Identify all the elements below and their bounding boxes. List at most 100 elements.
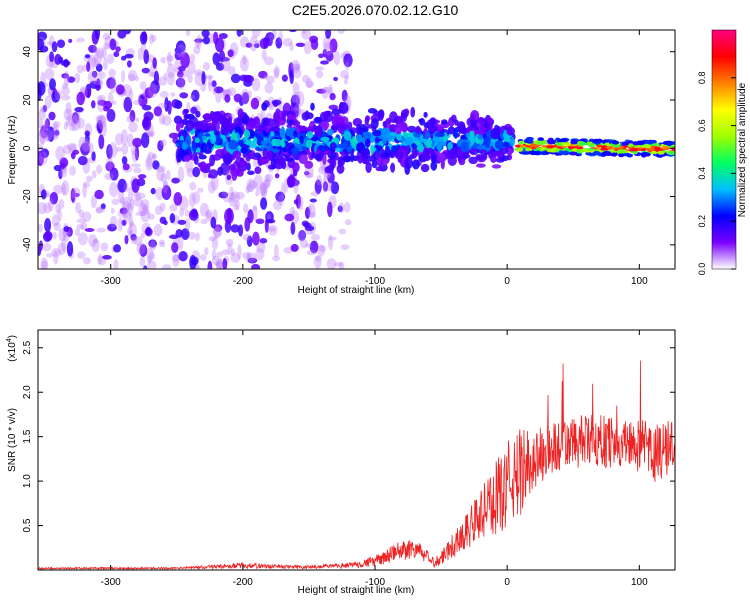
heatmap-cell xyxy=(110,207,115,214)
heatmap-cell xyxy=(135,191,141,201)
heatmap-cell xyxy=(242,233,251,241)
heatmap-cell xyxy=(325,30,332,39)
heatmap-cell xyxy=(49,51,55,63)
heatmap-cell xyxy=(159,216,167,224)
heatmap-cell xyxy=(216,260,223,269)
heatmap-cell xyxy=(130,233,137,241)
heatmap-cell xyxy=(344,219,352,226)
heatmap-cell xyxy=(323,149,332,155)
heatmap-cell xyxy=(166,63,176,79)
heatmap-cell xyxy=(94,30,101,40)
heatmap-cell xyxy=(328,83,333,96)
heatmap-cell xyxy=(315,66,325,71)
heatmap-cell xyxy=(191,89,200,102)
heatmap-cell xyxy=(213,86,224,94)
heatmap-cell xyxy=(178,234,184,251)
heatmap-cell xyxy=(291,120,301,126)
heatmap-cell xyxy=(53,221,61,231)
heatmap-cell xyxy=(115,84,125,95)
heatmap-cell xyxy=(338,228,347,235)
heatmap-cell xyxy=(97,122,103,135)
heatmap-cell xyxy=(242,252,251,260)
heatmap-cell xyxy=(282,146,288,153)
heatmap-cell xyxy=(189,53,196,64)
heatmap-cell xyxy=(149,240,157,251)
heatmap-cell xyxy=(51,214,60,227)
heatmap-cell xyxy=(108,68,116,78)
heatmap-cell xyxy=(647,149,653,153)
colorbar-gradient xyxy=(711,29,737,270)
heatmap-cell xyxy=(102,106,110,112)
heatmap-cell xyxy=(46,41,54,46)
heatmap-cell xyxy=(406,125,417,133)
heatmap-cell xyxy=(327,128,334,136)
heatmap-cell xyxy=(225,238,234,247)
heatmap-cell xyxy=(69,165,76,176)
heatmap-cell xyxy=(320,120,330,130)
heatmap-cell xyxy=(169,213,176,224)
heatmap-cell xyxy=(230,73,241,84)
heatmap-cell xyxy=(128,73,135,82)
heatmap-cell xyxy=(273,200,282,211)
y-tick-label: 20 xyxy=(22,94,33,106)
heatmap-cell xyxy=(259,182,266,196)
heatmap-cell xyxy=(347,121,353,130)
heatmap-cell xyxy=(53,164,63,172)
heatmap-cell xyxy=(136,242,146,255)
heatmap-cell xyxy=(136,178,146,187)
heatmap-cell xyxy=(103,42,111,50)
heatmap-cell xyxy=(209,133,217,145)
heatmap-cell xyxy=(628,148,635,152)
heatmap-cell xyxy=(233,93,243,103)
heatmap-cell xyxy=(43,119,49,131)
heatmap-cell xyxy=(570,140,580,145)
heatmap-cell xyxy=(342,141,349,149)
heatmap-cell xyxy=(326,181,333,192)
heatmap-cell xyxy=(154,205,163,215)
heatmap-cell xyxy=(188,209,199,221)
snr-frame xyxy=(37,329,676,571)
heatmap-cell xyxy=(52,231,57,240)
heatmap-cell xyxy=(51,248,62,258)
heatmap-cell xyxy=(286,124,293,129)
heatmap-cell xyxy=(221,118,230,129)
heatmap-cell xyxy=(76,218,87,224)
heatmap-cell xyxy=(119,207,128,215)
heatmap-cell xyxy=(135,211,146,217)
heatmap-cell xyxy=(117,189,125,204)
heatmap-cell xyxy=(183,154,191,162)
heatmap-cell xyxy=(95,207,106,213)
heatmap-cell xyxy=(365,161,372,173)
heatmap-cell xyxy=(140,94,146,100)
heatmap-cell xyxy=(157,102,167,109)
heatmap-cell xyxy=(323,110,333,123)
heatmap-cell xyxy=(194,39,200,48)
heatmap-cell xyxy=(419,118,426,126)
heatmap-cell xyxy=(40,125,48,139)
heatmap-cell xyxy=(142,210,150,215)
heatmap-cell xyxy=(115,46,121,52)
heatmap-cell xyxy=(240,146,249,154)
heatmap-cell xyxy=(102,255,112,260)
heatmap-cell xyxy=(247,90,253,99)
heatmap-cell xyxy=(106,144,113,160)
heatmap-cell xyxy=(91,57,100,68)
heatmap-cell xyxy=(267,96,276,111)
heatmap-cell xyxy=(212,227,223,238)
heatmap-cell xyxy=(199,254,207,261)
heatmap-cell xyxy=(233,203,239,211)
heatmap-cell xyxy=(306,77,313,89)
heatmap-cell xyxy=(166,51,172,66)
heatmap-cell xyxy=(259,156,270,164)
heatmap-cell xyxy=(229,163,236,171)
heatmap-cell xyxy=(255,189,260,197)
heatmap-cell xyxy=(476,163,486,168)
heatmap-cell xyxy=(142,118,150,129)
heatmap-cell xyxy=(47,126,55,142)
heatmap-cell xyxy=(131,163,141,168)
heatmap-cell xyxy=(188,231,196,240)
heatmap-cell xyxy=(199,161,207,173)
heatmap-cell xyxy=(122,163,130,171)
heatmap-cell xyxy=(159,241,166,248)
